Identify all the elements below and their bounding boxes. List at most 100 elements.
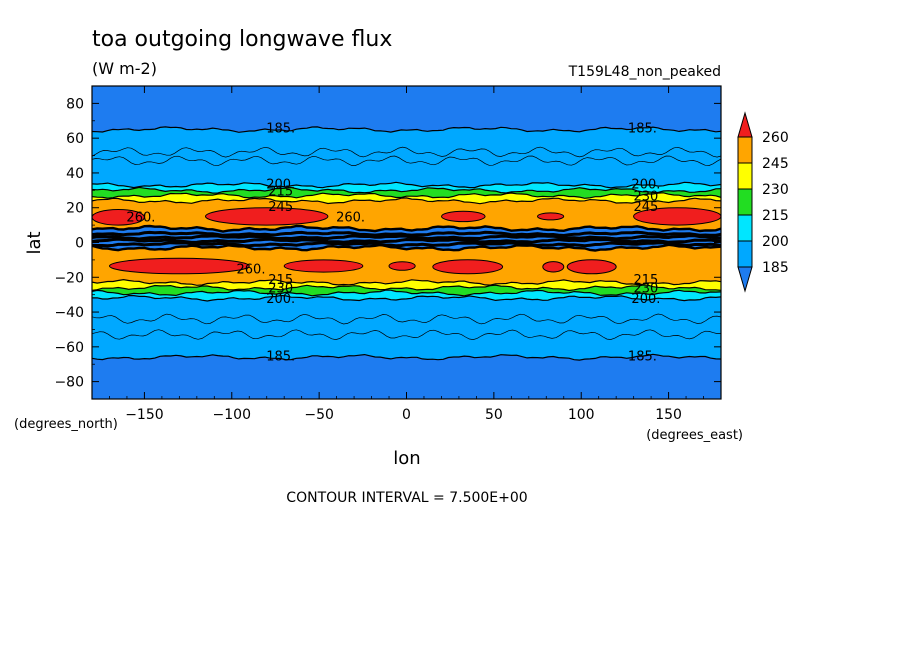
x-tick-label: 100	[568, 407, 595, 423]
region-260-9	[542, 261, 565, 273]
contour-label: 230	[633, 282, 658, 297]
contour-lines	[92, 126, 721, 361]
colorbar-label: 215	[762, 208, 789, 224]
x-tick-label: 50	[485, 407, 503, 423]
region-260-1	[205, 207, 329, 226]
region-260-8	[432, 259, 504, 275]
contour-line-10	[92, 289, 721, 297]
contour-label: 260.	[336, 210, 365, 225]
x-tick-label: 150	[655, 407, 682, 423]
contour-label: 185.	[628, 350, 657, 365]
contour-line-12	[92, 353, 721, 361]
colorbar-box	[737, 136, 753, 164]
x-axis: −150 −100 −50 0 50 100 150	[109, 86, 704, 423]
x-tick-label: 0	[402, 407, 411, 423]
y-tick-label: 0	[75, 236, 84, 252]
band-11	[92, 295, 721, 361]
contour-label: 185.	[266, 122, 295, 137]
itcz-contour-1	[92, 237, 721, 244]
contour-line-8	[92, 278, 721, 286]
contour-label: 245	[268, 200, 293, 215]
contour-line-11	[92, 294, 721, 302]
run-name: T159L48_non_peaked	[568, 64, 721, 80]
contour-label: 200.	[631, 177, 660, 192]
y-tick-label: −60	[54, 340, 84, 356]
colorbar-top-arrow	[737, 111, 753, 138]
contour-line-9	[92, 284, 721, 292]
y-tick-label: 80	[66, 96, 84, 112]
y-tick-label: −20	[54, 270, 84, 286]
colorbar-box	[737, 162, 753, 190]
contour-label: 185.	[628, 122, 657, 137]
contour-label: 200.	[631, 292, 660, 307]
colorbar-label: 245	[762, 156, 789, 172]
chart-units: (W m-2)	[92, 59, 157, 78]
x-tick-label: −100	[213, 407, 251, 423]
contour-label: 260.	[126, 210, 155, 225]
region-260-6	[283, 259, 364, 273]
contour-interval-note: CONTOUR INTERVAL = 7.500E+00	[286, 490, 527, 506]
itcz-contour-3	[92, 230, 721, 238]
region-260-0	[92, 209, 145, 226]
colorbar-box	[737, 188, 753, 216]
colorbar-box	[737, 240, 753, 268]
colorbar-label: 200	[762, 234, 789, 250]
band-10	[92, 290, 721, 301]
contour-line-3	[92, 186, 721, 194]
region-260-5	[108, 257, 250, 275]
y-axis-label: lat	[24, 231, 45, 254]
y-tick-label: 40	[66, 166, 84, 182]
y-axis: 80 60 40 20 0 −20 −40 −60 −80	[54, 96, 721, 391]
y-unit-label: (degrees_north)	[14, 417, 118, 432]
x-unit-label: (degrees_east)	[646, 428, 743, 443]
contour-label: 200.	[266, 177, 295, 192]
region-260-2	[441, 210, 486, 223]
y-tick-label: 60	[66, 131, 84, 147]
contour-label: 185.	[266, 350, 295, 365]
x-tick-label: −150	[125, 407, 163, 423]
contour-line-1	[92, 126, 721, 133]
band-8	[92, 279, 721, 291]
thin-contour-0	[92, 146, 721, 158]
region-260-7	[388, 261, 416, 271]
y-tick-label: −80	[54, 375, 84, 391]
contour-line-5	[92, 197, 721, 205]
contour-label: 200.	[266, 292, 295, 307]
band-12	[92, 354, 721, 399]
y-tick-label: −40	[54, 305, 84, 321]
thin-contour-2	[92, 313, 721, 325]
thin-contour-1	[92, 155, 721, 167]
region-260-3	[537, 212, 565, 221]
contour-label: 215	[268, 273, 293, 288]
colorbar-label: 260	[762, 130, 789, 146]
itcz-contour-2	[92, 234, 721, 241]
contour-label: 245	[633, 200, 658, 215]
contour-label: 260.	[237, 263, 266, 278]
chart-title: toa outgoing longwave flux	[92, 27, 392, 52]
band-0	[92, 86, 721, 133]
contour-label: 215	[268, 184, 293, 199]
colorbar-label: 230	[762, 182, 789, 198]
contour-label: 215	[633, 273, 658, 288]
contour-label: 230	[268, 282, 293, 297]
contour-line-6	[92, 224, 721, 233]
x-axis-label: lon	[393, 448, 420, 469]
region-260-10	[566, 259, 617, 275]
colorbar-bottom-arrow	[737, 266, 753, 293]
high-flux-regions	[92, 207, 721, 275]
x-tick-label: −50	[304, 407, 334, 423]
band-1	[92, 126, 721, 188]
contour-line-4	[92, 192, 721, 199]
contour-line-7	[92, 243, 721, 252]
contour-label: 230	[633, 190, 658, 205]
colorbar-box	[737, 214, 753, 242]
colorbar-label: 185	[762, 260, 789, 276]
itcz-contour-0	[92, 241, 721, 248]
colorbar: 260 245 230 215 200 185	[737, 111, 789, 293]
contour-line-2	[92, 181, 721, 189]
y-tick-label: 20	[66, 201, 84, 217]
thin-contour-3	[92, 329, 721, 340]
